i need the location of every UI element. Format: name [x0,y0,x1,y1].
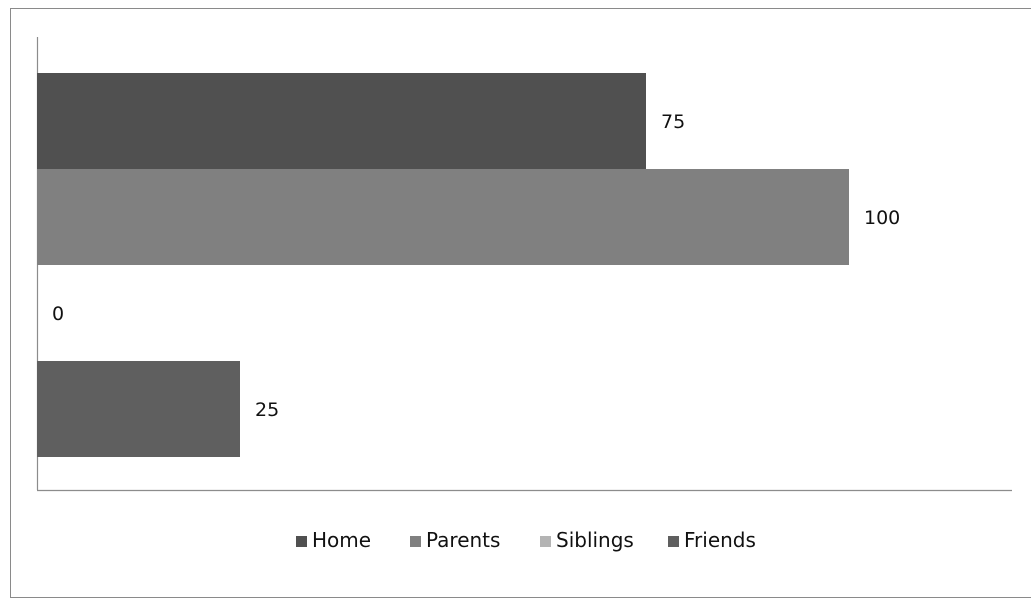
data-label-parents: 100 [864,207,900,229]
legend-swatch-parents [410,536,421,547]
legend-label-siblings: Siblings [556,528,634,552]
legend-label-home: Home [312,528,371,552]
legend: Home Parents Siblings Friends [296,528,756,552]
bar-parents [37,169,849,265]
legend-swatch-siblings [540,536,551,547]
horizontal-bar-chart: 75 100 0 25 Home Parents Siblings Friends [36,37,1012,552]
bar-home [37,73,646,169]
legend-label-friends: Friends [684,528,756,552]
legend-swatch-home [296,536,307,547]
legend-label-parents: Parents [426,528,500,552]
legend-swatch-friends [668,536,679,547]
data-label-friends: 25 [255,399,279,421]
bar-friends [37,361,240,457]
data-label-home: 75 [661,111,685,133]
data-label-siblings: 0 [52,303,64,325]
plot-area: 75 100 0 25 [36,37,1012,492]
